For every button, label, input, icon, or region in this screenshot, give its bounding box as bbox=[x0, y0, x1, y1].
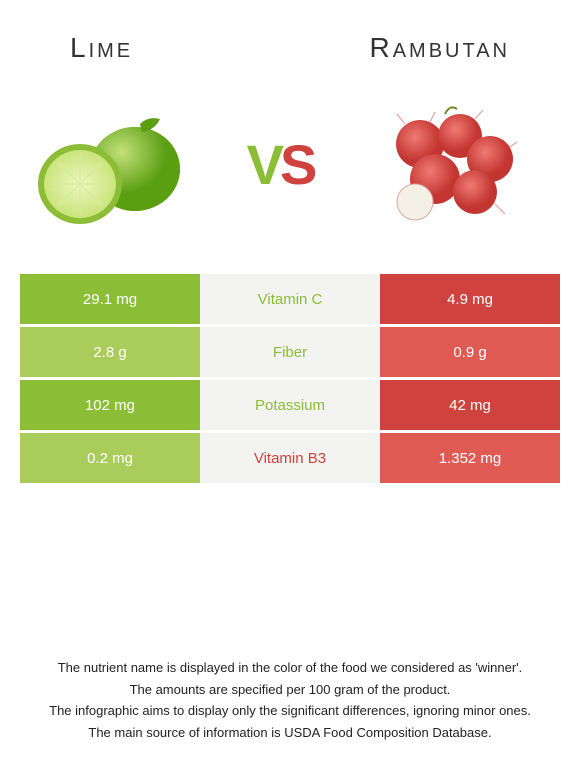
cell-right-value: 1.352 mg bbox=[380, 433, 560, 483]
title-left: Lime bbox=[70, 32, 133, 64]
vs-s: S bbox=[280, 132, 313, 197]
table-row: 102 mgPotassium42 mg bbox=[20, 380, 560, 430]
cell-left-value: 102 mg bbox=[20, 380, 200, 430]
table-row: 0.2 mgVitamin B31.352 mg bbox=[20, 433, 560, 483]
footer-line: The amounts are specified per 100 gram o… bbox=[30, 680, 550, 700]
lime-image bbox=[30, 94, 190, 234]
cell-right-value: 0.9 g bbox=[380, 327, 560, 377]
title-right: Rambutan bbox=[369, 32, 510, 64]
title-row: Lime Rambutan bbox=[0, 0, 580, 64]
vs-v: V bbox=[247, 132, 280, 197]
footer-line: The main source of information is USDA F… bbox=[30, 723, 550, 743]
cell-right-value: 4.9 mg bbox=[380, 274, 560, 324]
rambutan-image bbox=[370, 94, 530, 234]
cell-left-value: 2.8 g bbox=[20, 327, 200, 377]
cell-nutrient-label: Vitamin B3 bbox=[200, 433, 380, 483]
comparison-table: 29.1 mgVitamin C4.9 mg2.8 gFiber0.9 g102… bbox=[20, 274, 560, 483]
cell-nutrient-label: Vitamin C bbox=[200, 274, 380, 324]
footer-line: The infographic aims to display only the… bbox=[30, 701, 550, 721]
hero-row: VS bbox=[0, 64, 580, 264]
table-row: 2.8 gFiber0.9 g bbox=[20, 327, 560, 377]
cell-nutrient-label: Fiber bbox=[200, 327, 380, 377]
cell-nutrient-label: Potassium bbox=[200, 380, 380, 430]
footer-line: The nutrient name is displayed in the co… bbox=[30, 658, 550, 678]
cell-left-value: 0.2 mg bbox=[20, 433, 200, 483]
table-row: 29.1 mgVitamin C4.9 mg bbox=[20, 274, 560, 324]
cell-left-value: 29.1 mg bbox=[20, 274, 200, 324]
footer-notes: The nutrient name is displayed in the co… bbox=[30, 658, 550, 744]
vs-label: VS bbox=[247, 132, 314, 197]
cell-right-value: 42 mg bbox=[380, 380, 560, 430]
